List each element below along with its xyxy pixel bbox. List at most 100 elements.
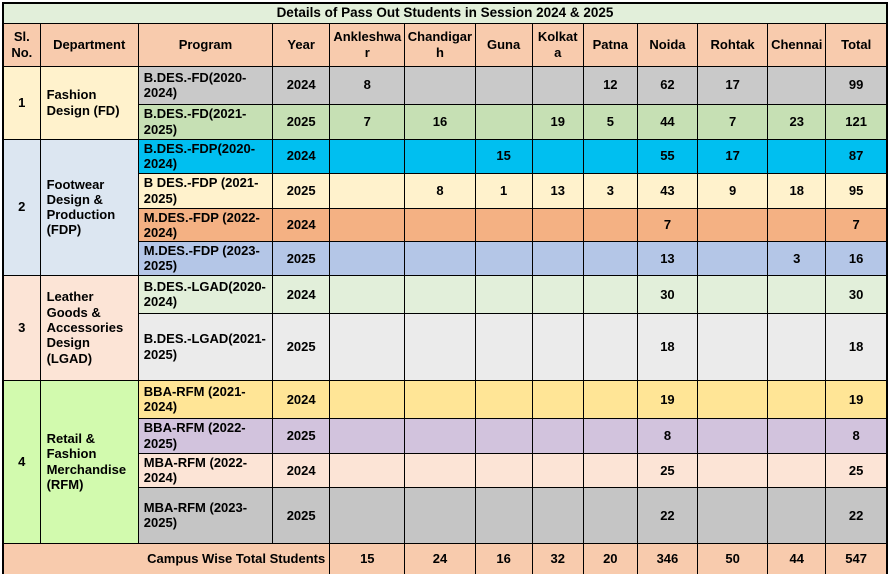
value-cell bbox=[329, 312, 406, 381]
value-cell bbox=[329, 452, 406, 488]
value-cell: 22 bbox=[825, 486, 888, 544]
value-cell: 19 bbox=[636, 379, 699, 419]
year-cell: 2024 bbox=[272, 274, 331, 314]
value-cell bbox=[474, 452, 533, 488]
sl-no-cell: 2 bbox=[2, 138, 41, 276]
table-row: B.DES.-LGAD(2021-2025) 2025 18 18 bbox=[3, 312, 888, 381]
value-cell bbox=[696, 207, 769, 243]
footer-label-cell: Campus Wise Total Students bbox=[2, 542, 331, 574]
value-cell bbox=[474, 207, 533, 243]
department-cell: Retail & Fashion Merchandise (RFM) bbox=[39, 379, 139, 544]
value-cell bbox=[329, 417, 406, 454]
value-cell bbox=[329, 486, 406, 544]
value-cell bbox=[474, 274, 533, 314]
footer-value-cell: 15 bbox=[329, 542, 406, 574]
value-cell bbox=[767, 274, 827, 314]
value-cell bbox=[404, 274, 476, 314]
year-cell: 2025 bbox=[272, 241, 331, 276]
value-cell bbox=[696, 241, 769, 276]
table-row: B.DES.-FD(2021-2025) 2025 7 16 19 5 44 7… bbox=[3, 103, 888, 140]
value-cell: 55 bbox=[636, 138, 699, 174]
year-cell: 2025 bbox=[272, 486, 331, 544]
program-cell: B.DES.-FDP(2020-2024) bbox=[137, 138, 274, 174]
value-cell: 16 bbox=[825, 241, 888, 276]
value-cell bbox=[582, 452, 638, 488]
value-cell bbox=[404, 312, 476, 381]
value-cell: 1 bbox=[474, 172, 533, 209]
year-cell: 2024 bbox=[272, 452, 331, 488]
value-cell bbox=[329, 207, 406, 243]
year-cell: 2024 bbox=[272, 379, 331, 419]
value-cell bbox=[329, 379, 406, 419]
value-cell: 7 bbox=[329, 103, 406, 140]
value-cell: 8 bbox=[404, 172, 476, 209]
value-cell: 18 bbox=[825, 312, 888, 381]
value-cell bbox=[767, 417, 827, 454]
value-cell bbox=[531, 452, 584, 488]
value-cell: 15 bbox=[474, 138, 533, 174]
table-row: 3 Leather Goods & Accessories Design (LG… bbox=[2, 274, 888, 381]
value-cell bbox=[531, 486, 584, 544]
footer-value-cell: 547 bbox=[825, 542, 888, 574]
value-cell bbox=[696, 312, 769, 381]
program-cell: MBA-RFM (2022-2024) bbox=[137, 452, 274, 488]
value-cell bbox=[474, 241, 533, 276]
program-cell: BBA-RFM (2021-2024) bbox=[137, 379, 274, 419]
value-cell: 13 bbox=[636, 241, 699, 276]
value-cell bbox=[582, 241, 638, 276]
value-cell: 23 bbox=[767, 103, 827, 140]
value-cell: 19 bbox=[531, 103, 584, 140]
program-cell: B.DES.-FD(2021-2025) bbox=[137, 103, 274, 140]
value-cell: 7 bbox=[825, 207, 888, 243]
program-cell: BBA-RFM (2022-2025) bbox=[137, 417, 274, 454]
value-cell: 13 bbox=[531, 172, 584, 209]
col-header-chennai: Chennai bbox=[767, 22, 827, 67]
year-cell: 2024 bbox=[272, 207, 331, 243]
department-cell: Fashion Design (FD) bbox=[39, 65, 139, 140]
value-cell bbox=[474, 65, 533, 105]
value-cell bbox=[531, 312, 584, 381]
footer-value-cell: 16 bbox=[474, 542, 533, 574]
value-cell bbox=[531, 138, 584, 174]
year-cell: 2025 bbox=[272, 312, 331, 381]
year-cell: 2025 bbox=[272, 103, 331, 140]
program-cell: B.DES.-LGAD(2021-2025) bbox=[137, 312, 274, 381]
value-cell bbox=[404, 417, 476, 454]
value-cell: 44 bbox=[636, 103, 699, 140]
table-row: 2 Footwear Design & Production (FDP) B.D… bbox=[2, 138, 888, 276]
value-cell: 62 bbox=[636, 65, 699, 105]
value-cell bbox=[474, 379, 533, 419]
value-cell bbox=[474, 417, 533, 454]
value-cell bbox=[329, 241, 406, 276]
sl-no-cell: 4 bbox=[2, 379, 41, 544]
program-cell: M.DES.-FDP (2022-2024) bbox=[137, 207, 274, 243]
value-cell bbox=[474, 486, 533, 544]
value-cell bbox=[582, 486, 638, 544]
value-cell: 5 bbox=[582, 103, 638, 140]
year-cell: 2024 bbox=[272, 65, 331, 105]
value-cell: 7 bbox=[636, 207, 699, 243]
value-cell bbox=[531, 379, 584, 419]
table-row: M.DES.-FDP (2023-2025) 2025 13 3 16 bbox=[3, 241, 888, 276]
value-cell: 30 bbox=[825, 274, 888, 314]
table-row: MBA-RFM (2023-2025) 2025 22 22 bbox=[3, 486, 888, 544]
footer-value-cell: 20 bbox=[582, 542, 638, 574]
department-cell: Leather Goods & Accessories Design (LGAD… bbox=[39, 274, 139, 381]
value-cell bbox=[767, 379, 827, 419]
footer-value-cell: 44 bbox=[767, 542, 827, 574]
value-cell bbox=[696, 417, 769, 454]
table-row: 4 Retail & Fashion Merchandise (RFM) BBA… bbox=[2, 379, 888, 544]
value-cell: 19 bbox=[825, 379, 888, 419]
value-cell: 121 bbox=[825, 103, 888, 140]
department-cell: Footwear Design & Production (FDP) bbox=[39, 138, 139, 276]
value-cell bbox=[404, 65, 476, 105]
table-title: Details of Pass Out Students in Session … bbox=[2, 2, 888, 24]
header-row: Sl. No. Department Program Year Ankleshw… bbox=[2, 22, 888, 67]
value-cell bbox=[767, 312, 827, 381]
col-header-rohtak: Rohtak bbox=[696, 22, 769, 67]
footer-value-cell: 346 bbox=[636, 542, 699, 574]
footer-row: Campus Wise Total Students 15 24 16 32 2… bbox=[2, 542, 888, 574]
value-cell: 95 bbox=[825, 172, 888, 209]
table-row: B DES.-FDP (2021-2025) 2025 8 1 13 3 43 … bbox=[3, 172, 888, 209]
